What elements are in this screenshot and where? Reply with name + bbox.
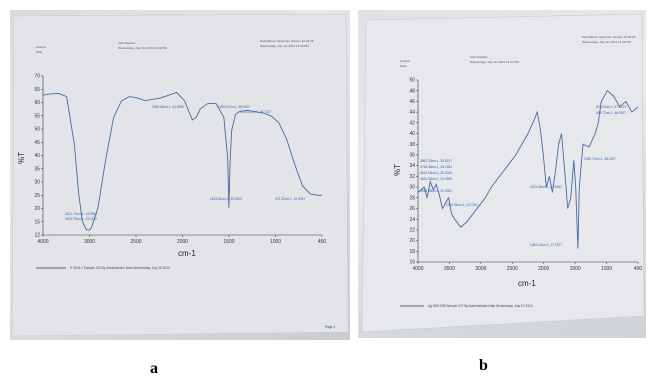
- y-tick-label: 50: [409, 78, 415, 84]
- y-tick-label: 38: [409, 142, 415, 148]
- x-tick-label: 1500: [570, 266, 581, 272]
- peak-annotation: 2066.68cm-1, 54.8955: [152, 105, 184, 109]
- y-tick-label: 25: [34, 193, 40, 199]
- y-axis-label-b: %T: [393, 164, 402, 176]
- spectrum-photo-b: Analyst Date Administrator Wednesday, Ju…: [358, 10, 646, 338]
- spectrum-trace-a: [42, 91, 322, 231]
- x-tick-label: 2500: [130, 239, 141, 245]
- peak-annotation: 1115.00cm-1, 54.7317: [240, 110, 272, 114]
- caption-b: b: [479, 357, 488, 374]
- peak-annotation: 3746.36cm-1, 28.7484: [420, 165, 452, 169]
- y-tick-label: 45: [34, 140, 40, 146]
- header-left-0: Analyst: [400, 59, 410, 63]
- x-axis-label-b: cm-1: [518, 279, 536, 288]
- y-tick-label: 16: [409, 260, 415, 266]
- y-tick-label: 35: [34, 166, 40, 172]
- header-center-0: Administrator: [470, 55, 488, 59]
- x-tick-label: 400: [634, 266, 643, 272]
- peak-annotation: 1092.72cm-1, 38.1507: [584, 157, 616, 161]
- y-tick-label: 34: [409, 163, 415, 169]
- x-tick-label: 450: [318, 239, 327, 245]
- header-center-1: Wednesday, July 10, 2013 12:27 PM: [470, 60, 519, 64]
- caption-a: a: [150, 360, 158, 377]
- x-tick-label: 3000: [475, 266, 486, 272]
- y-tick-label: 70: [34, 74, 40, 80]
- x-tick-label: 2000: [538, 266, 549, 272]
- x-tick-label: 1000: [601, 266, 612, 272]
- header-right-0: PerkinElmer Spectrum Version 10.03.06: [260, 39, 314, 43]
- y-tick-label: 18: [409, 249, 415, 255]
- y-tick-label: 20: [409, 238, 415, 244]
- y-tick-label: 36: [409, 153, 415, 159]
- footer-text-b: Ag NSS 598 Sample 127 By Administrator D…: [428, 304, 533, 308]
- page-label-a: Page 1: [325, 325, 335, 329]
- y-tick-label: 40: [34, 153, 40, 159]
- peak-annotation: 1384.13cm-1, 17.7577: [530, 243, 562, 247]
- ir-spectrum-chart-b: Analyst Date Administrator Wednesday, Ju…: [361, 13, 645, 333]
- peak-annotation: 1633.51cm-1, 22.9923: [210, 197, 242, 201]
- x-tick-label: 3500: [444, 266, 455, 272]
- paper-sheet-b: [361, 13, 645, 333]
- y-tick-label: 32: [409, 174, 415, 180]
- x-tick-label: 3000: [84, 239, 95, 245]
- y-tick-label: 48: [409, 88, 415, 94]
- peak-annotation: 619.02cm-1, 47.3227: [596, 105, 626, 109]
- x-tick-label: 4000: [37, 239, 48, 245]
- y-tick-label: 22: [409, 227, 415, 233]
- header-center-1: Wednesday, July 10, 2013 12:26 PM: [118, 46, 167, 50]
- y-tick-label: 46: [409, 99, 415, 105]
- peak-annotation: 3420.33cm-1, 24.3959: [420, 177, 452, 181]
- spectrum-trace-b: [417, 89, 639, 249]
- header-left-1: Date: [36, 50, 43, 54]
- peak-annotation: 558.77cm-1, 46.9327: [596, 111, 626, 115]
- y-tick-label: 28: [409, 195, 415, 201]
- header-right-1: Wednesday, July 10, 2013 12:28 PM: [260, 44, 309, 48]
- peak-annotation: 2925.99cm-1, 24.7031: [446, 203, 478, 207]
- x-tick-label: 1000: [270, 239, 281, 245]
- y-tick-label: 44: [409, 110, 415, 116]
- x-tick-label: 2500: [507, 266, 518, 272]
- y-tick-label: 40: [409, 131, 415, 137]
- y-tick-label: 26: [409, 206, 415, 212]
- x-tick-label: 2000: [177, 239, 188, 245]
- peak-annotation: 1631.39cm-1, 32.9342: [530, 185, 562, 189]
- y-tick-label: 20: [34, 206, 40, 212]
- y-tick-label: 15: [34, 219, 40, 225]
- peak-annotation: 3415.79cm-1, 13.0742: [65, 217, 97, 221]
- y-tick-label: 30: [409, 185, 415, 191]
- peak-annotation: 3421.73cm-1, 13.0923: [65, 212, 97, 216]
- y-axis-label-a: %T: [17, 152, 26, 164]
- ir-spectrum-chart-a: Analyst Date Administrator Wednesday, Ju…: [11, 13, 349, 337]
- peak-annotation: 472.32cm-1, 22.9057: [275, 197, 305, 201]
- y-tick-label: 12: [34, 233, 40, 239]
- footer-text-a: P 03 M-1 Sample 120 By Administrator Dat…: [70, 266, 170, 270]
- x-tick-label: 1500: [223, 239, 234, 245]
- y-tick-label: 50: [34, 127, 40, 133]
- header-right-1: Wednesday, July 10, 2013 12:30 PM: [582, 40, 631, 44]
- y-tick-label: 30: [34, 180, 40, 186]
- header-center-0: Administrator: [118, 41, 136, 45]
- x-axis-label-a: cm-1: [178, 249, 196, 258]
- y-tick-label: 65: [34, 87, 40, 93]
- peak-annotation: 3298.98cm-1, 22.9281: [420, 189, 452, 193]
- header-left-1: Date: [400, 64, 407, 68]
- y-tick-label: 24: [409, 217, 415, 223]
- peak-annotation: 3612.05cm-1, 26.3026: [420, 171, 452, 175]
- header-right-0: PerkinElmer Spectrum Version 10.03.06: [582, 35, 636, 39]
- y-tick-label: 55: [34, 113, 40, 119]
- header-left-0: Analyst: [36, 45, 46, 49]
- spectrum-photo-a: Analyst Date Administrator Wednesday, Ju…: [10, 10, 350, 340]
- paper-sheet-a: [11, 13, 349, 337]
- x-tick-label: 4000: [412, 266, 423, 272]
- peak-annotation: 3862.33cm-1, 30.8237: [420, 159, 452, 163]
- peak-annotation: 1165.47cm-1, 55.0002: [218, 105, 250, 109]
- y-tick-label: 42: [409, 120, 415, 126]
- y-tick-label: 60: [34, 100, 40, 106]
